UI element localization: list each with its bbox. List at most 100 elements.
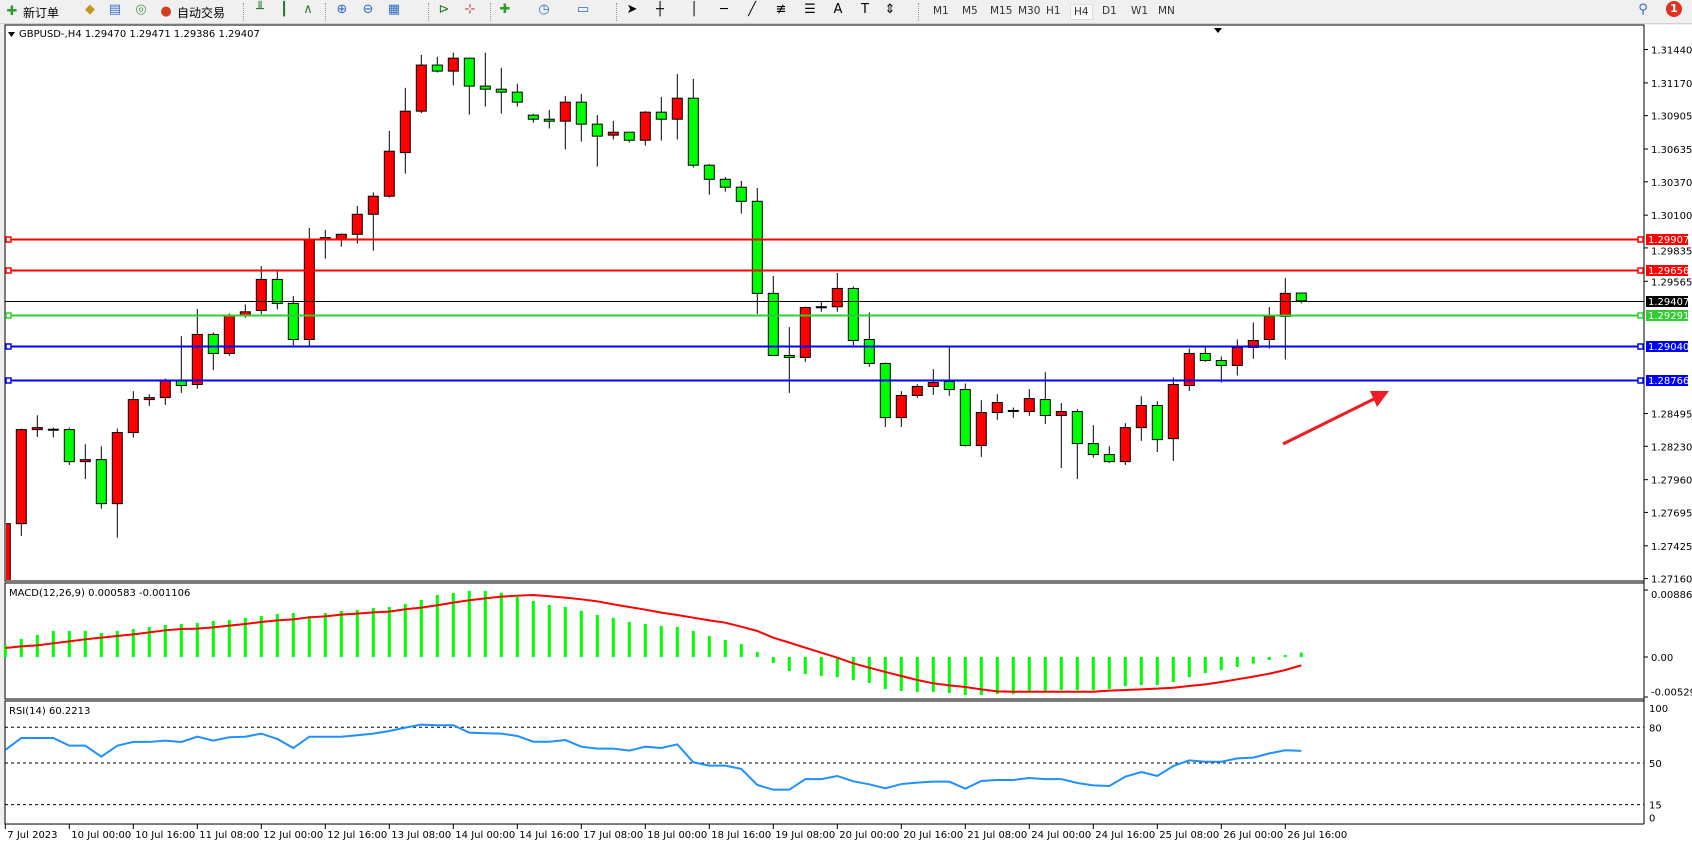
macd-histogram-bar xyxy=(179,623,183,657)
candle-body xyxy=(527,114,539,120)
auto-trading-button[interactable]: ● 自动交易 xyxy=(158,2,225,22)
line-chart-icon[interactable]: ∧ xyxy=(303,2,313,17)
arrows-icon[interactable]: ⇕ xyxy=(884,2,896,17)
candle-body xyxy=(575,101,587,125)
candle-body xyxy=(6,523,11,580)
level-handle xyxy=(1637,312,1644,319)
horizontal-line-icon[interactable]: ─ xyxy=(720,2,728,17)
candle-body xyxy=(607,131,619,136)
price-level-tag-text: 1.28766 xyxy=(1648,376,1689,387)
macd-pane xyxy=(4,582,1645,700)
market-watch-icon[interactable]: ◆ xyxy=(85,2,95,17)
macd-histogram-bar xyxy=(115,630,119,657)
signals-icon[interactable]: ◎ xyxy=(135,2,147,17)
candle xyxy=(511,83,523,107)
candle-body xyxy=(1279,292,1291,317)
auto-trading-icon: ● xyxy=(160,4,172,19)
candle xyxy=(1119,423,1131,465)
candle-body xyxy=(399,110,411,154)
macd-histogram-bar xyxy=(1171,657,1175,683)
notification-badge[interactable]: 1 xyxy=(1666,1,1682,17)
equidistant-channel-icon[interactable]: ≢ xyxy=(775,2,787,17)
price-level-tag xyxy=(1646,375,1688,386)
time-label: 10 Jul 16:00 xyxy=(135,830,195,841)
candles-group xyxy=(6,52,1307,580)
candle-body xyxy=(639,111,651,141)
timeframe-m1[interactable]: M1 xyxy=(933,5,949,17)
toolbar-separator xyxy=(325,3,326,21)
macd-histogram-bar xyxy=(979,657,983,696)
candle xyxy=(975,400,987,457)
text-icon[interactable]: A xyxy=(833,2,843,17)
candle-body xyxy=(959,389,971,447)
price-label: 1.27960 xyxy=(1651,476,1692,487)
macd-histogram-bar xyxy=(1043,657,1047,692)
macd-histogram-bar xyxy=(499,592,503,657)
vertical-line-icon[interactable]: │ xyxy=(690,2,698,17)
candle xyxy=(719,176,731,192)
candlestick-chart-icon[interactable]: ┃ xyxy=(280,2,288,17)
macd-histogram-bar xyxy=(83,630,87,657)
bar-chart-icon[interactable]: ╨ xyxy=(256,2,264,17)
zoom-in-icon[interactable]: ⊕ xyxy=(336,2,348,17)
new-order-button[interactable]: ✚ 新订单 xyxy=(4,2,59,22)
candle xyxy=(831,272,843,312)
macd-histogram-bar xyxy=(627,621,631,657)
price-label: 1.29565 xyxy=(1651,277,1692,288)
candle-body xyxy=(735,186,747,202)
candle-body xyxy=(223,314,235,354)
crosshair-icon[interactable]: ┼ xyxy=(656,2,664,17)
chart-shift-icon[interactable]: ⊳ xyxy=(438,2,450,17)
price-label: 1.30905 xyxy=(1651,112,1692,123)
candle-body xyxy=(703,164,715,180)
text-label-icon[interactable]: T xyxy=(861,2,869,17)
navigator-icon[interactable]: ▤ xyxy=(108,2,122,17)
templates-icon[interactable]: ▭ xyxy=(576,2,590,17)
auto-trading-label: 自动交易 xyxy=(177,5,226,20)
rsi-pane xyxy=(4,700,1645,825)
candle xyxy=(543,109,555,129)
candle-body xyxy=(719,178,731,188)
candle xyxy=(479,52,491,107)
macd-histogram-bar xyxy=(643,623,647,657)
chart-area[interactable]: GBPUSD-,H4 1.29470 1.29471 1.29386 1.294… xyxy=(0,24,1692,847)
toolbar-separator xyxy=(918,3,919,21)
macd-histogram-bar xyxy=(1299,652,1303,657)
timeframe-h4[interactable]: H4 xyxy=(1070,4,1093,20)
macd-histogram-bar xyxy=(1091,657,1095,691)
timeframe-m15[interactable]: M15 xyxy=(990,5,1013,17)
candle xyxy=(95,446,107,509)
fibonacci-icon[interactable]: ☰ xyxy=(804,2,816,17)
candle-body xyxy=(415,64,427,112)
cursor-icon[interactable]: ➤ xyxy=(626,2,638,17)
autoscroll-icon[interactable]: ⊹ xyxy=(464,2,476,17)
periods-clock-icon[interactable]: ◷ xyxy=(538,2,550,17)
indicators-icon[interactable]: ✚ xyxy=(499,2,511,17)
search-icon[interactable]: ⚲ xyxy=(1638,2,1648,17)
rsi-axis-label: 80 xyxy=(1649,723,1662,734)
candle-body xyxy=(911,385,923,396)
macd-histogram-bar xyxy=(595,614,599,657)
trendline-icon[interactable]: ╱ xyxy=(748,2,756,17)
zoom-out-icon[interactable]: ⊖ xyxy=(362,2,374,17)
price-label: 1.31170 xyxy=(1651,79,1692,90)
time-label: 25 Jul 08:00 xyxy=(1159,830,1219,841)
macd-histogram-bar xyxy=(371,608,375,657)
timeframe-mn[interactable]: MN xyxy=(1158,5,1175,17)
candle-body xyxy=(111,432,123,505)
time-label: 7 Jul 2023 xyxy=(7,830,57,841)
candle xyxy=(671,73,683,140)
macd-histogram-bar xyxy=(1139,657,1143,685)
rsi-title: RSI(14) 60.2213 xyxy=(9,706,90,717)
timeframe-d1[interactable]: D1 xyxy=(1102,5,1117,17)
macd-histogram-bar xyxy=(771,657,775,663)
timeframe-m5[interactable]: M5 xyxy=(962,5,978,17)
tile-windows-icon[interactable]: ▦ xyxy=(387,2,401,17)
price-level-tag xyxy=(1646,234,1688,245)
timeframe-w1[interactable]: W1 xyxy=(1131,5,1149,17)
dropdown-triangle-icon xyxy=(8,32,15,37)
timeframe-m30[interactable]: M30 xyxy=(1018,5,1041,17)
timeframe-h1[interactable]: H1 xyxy=(1046,5,1061,17)
toolbar-separator xyxy=(490,3,491,21)
candle xyxy=(895,391,907,427)
